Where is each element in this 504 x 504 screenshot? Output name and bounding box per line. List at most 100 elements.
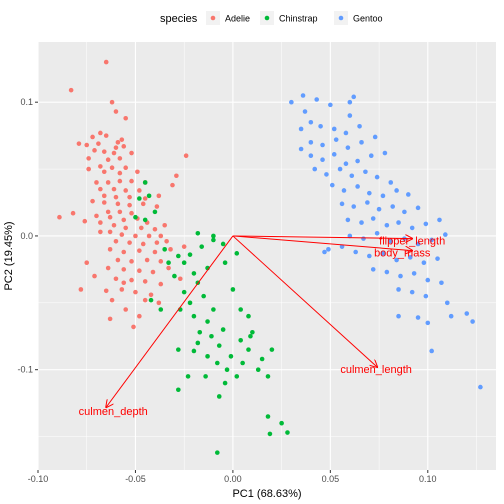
data-point bbox=[376, 206, 382, 212]
loading-label-flipper-length: flipper_length bbox=[379, 236, 445, 248]
data-points bbox=[57, 59, 483, 455]
series-gentoo bbox=[289, 93, 483, 390]
data-point bbox=[101, 169, 107, 175]
data-point bbox=[113, 145, 119, 150]
loading-arrow-culmen-depth bbox=[106, 235, 234, 407]
data-point bbox=[148, 297, 154, 303]
data-point bbox=[333, 137, 339, 142]
data-point bbox=[152, 249, 158, 255]
data-point bbox=[429, 348, 434, 354]
data-point bbox=[355, 158, 360, 164]
legend-label: Chinstrap bbox=[279, 14, 318, 24]
data-point bbox=[298, 126, 304, 132]
data-point bbox=[216, 343, 222, 348]
data-point bbox=[103, 59, 109, 65]
data-point bbox=[351, 204, 357, 209]
data-point bbox=[113, 109, 119, 114]
series-chinstrap bbox=[133, 180, 290, 455]
x-tick-label: 0.00 bbox=[224, 474, 242, 484]
data-point bbox=[86, 166, 91, 172]
data-point bbox=[127, 240, 132, 245]
legend-label: Adelie bbox=[225, 14, 250, 24]
data-point bbox=[367, 253, 372, 259]
data-point bbox=[140, 201, 146, 207]
data-point bbox=[367, 190, 372, 196]
data-point bbox=[230, 287, 236, 292]
data-point bbox=[92, 273, 97, 279]
data-point bbox=[168, 247, 173, 252]
data-point bbox=[174, 173, 179, 179]
data-point bbox=[289, 99, 294, 105]
y-axis-title: PC2 (19.45%) bbox=[3, 221, 15, 290]
data-point bbox=[109, 99, 115, 105]
data-point bbox=[320, 157, 325, 162]
data-point bbox=[464, 311, 470, 316]
data-point bbox=[365, 200, 370, 205]
data-point bbox=[57, 214, 62, 220]
y-axis-ticks: -0.1 0.0 0.1 bbox=[17, 97, 38, 375]
plot-panel bbox=[38, 42, 496, 470]
data-point bbox=[156, 300, 162, 306]
data-point bbox=[187, 252, 193, 257]
data-point bbox=[209, 333, 214, 339]
data-point bbox=[388, 238, 394, 244]
data-point bbox=[170, 182, 175, 188]
data-point bbox=[405, 192, 411, 197]
data-point bbox=[101, 193, 107, 199]
data-point bbox=[68, 87, 74, 93]
data-point bbox=[415, 205, 421, 211]
data-point bbox=[92, 148, 97, 153]
data-point bbox=[181, 260, 187, 265]
legend-entry-chinstrap: Chinstrap bbox=[260, 11, 318, 25]
data-point bbox=[425, 320, 431, 326]
data-point bbox=[70, 210, 76, 216]
legend-entry-adelie: Adelie bbox=[206, 11, 250, 25]
data-point bbox=[131, 324, 136, 330]
data-point bbox=[90, 134, 95, 140]
data-point bbox=[201, 293, 206, 299]
data-point bbox=[246, 347, 251, 352]
data-point bbox=[396, 220, 401, 225]
data-point bbox=[144, 257, 150, 263]
data-point bbox=[191, 313, 197, 319]
data-point bbox=[152, 209, 158, 215]
data-point bbox=[123, 188, 129, 193]
data-point bbox=[158, 307, 164, 312]
data-point bbox=[343, 161, 349, 167]
loading-label-culmen-depth: culmen_depth bbox=[79, 406, 148, 418]
data-point bbox=[113, 194, 119, 200]
data-point bbox=[166, 260, 171, 265]
data-point bbox=[351, 94, 357, 100]
data-point bbox=[111, 150, 117, 156]
data-point bbox=[411, 271, 417, 276]
data-point bbox=[142, 196, 148, 201]
data-point bbox=[312, 166, 318, 172]
data-point bbox=[211, 237, 216, 243]
data-point bbox=[113, 276, 119, 282]
data-point bbox=[240, 360, 245, 366]
loading-arrow-flipper-length bbox=[232, 236, 412, 239]
data-point bbox=[357, 123, 362, 129]
legend-entry-gentoo: Gentoo bbox=[334, 11, 383, 25]
data-point bbox=[439, 280, 444, 286]
data-point bbox=[129, 210, 134, 216]
data-point bbox=[361, 236, 366, 241]
data-point bbox=[127, 194, 132, 200]
data-point bbox=[177, 276, 183, 282]
data-point bbox=[133, 289, 138, 295]
data-point bbox=[396, 287, 401, 292]
data-point bbox=[146, 233, 152, 239]
data-point bbox=[158, 281, 164, 287]
data-point bbox=[94, 180, 99, 185]
data-point bbox=[347, 99, 353, 105]
data-point bbox=[435, 256, 440, 261]
data-point bbox=[415, 241, 421, 247]
data-point bbox=[78, 287, 84, 292]
data-point bbox=[409, 225, 415, 231]
data-point bbox=[372, 134, 378, 140]
data-point bbox=[384, 222, 390, 228]
data-point bbox=[121, 217, 127, 223]
data-point bbox=[185, 374, 191, 379]
